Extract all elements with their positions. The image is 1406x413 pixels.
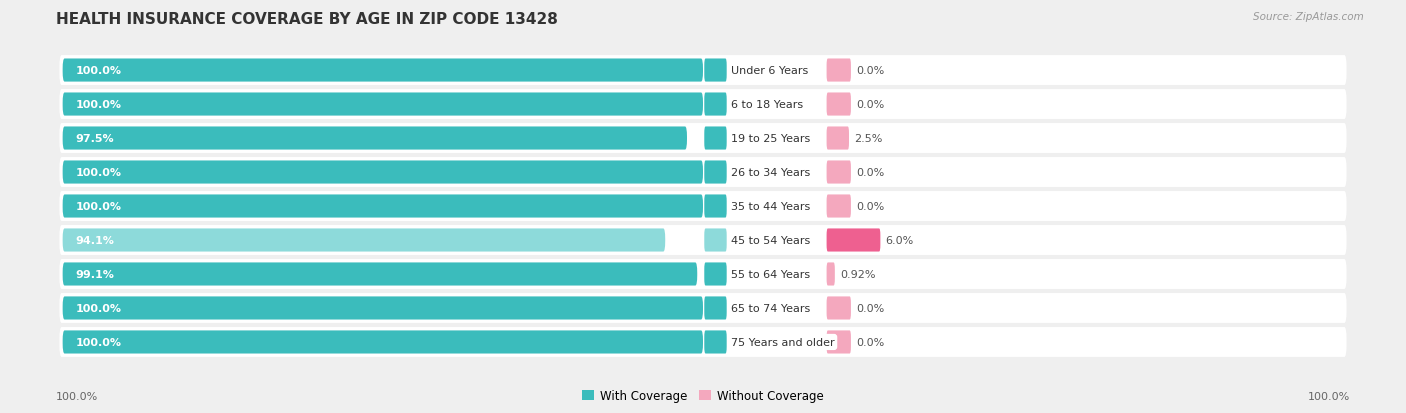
Text: Under 6 Years: Under 6 Years <box>731 66 808 76</box>
Text: 97.5%: 97.5% <box>76 134 114 144</box>
Text: 0.92%: 0.92% <box>839 269 876 279</box>
FancyBboxPatch shape <box>704 161 727 184</box>
Text: 2.5%: 2.5% <box>853 134 883 144</box>
FancyBboxPatch shape <box>704 297 727 320</box>
Text: 99.1%: 99.1% <box>76 269 114 279</box>
Text: 0.0%: 0.0% <box>856 337 884 347</box>
FancyBboxPatch shape <box>827 229 880 252</box>
FancyBboxPatch shape <box>827 161 851 184</box>
FancyBboxPatch shape <box>59 225 1347 255</box>
Text: 0.0%: 0.0% <box>856 202 884 211</box>
Text: 100.0%: 100.0% <box>76 303 121 313</box>
FancyBboxPatch shape <box>704 195 727 218</box>
Text: 0.0%: 0.0% <box>856 168 884 178</box>
FancyBboxPatch shape <box>827 297 851 320</box>
Text: Source: ZipAtlas.com: Source: ZipAtlas.com <box>1253 12 1364 22</box>
FancyBboxPatch shape <box>827 127 849 150</box>
FancyBboxPatch shape <box>63 297 703 320</box>
Text: 45 to 54 Years: 45 to 54 Years <box>731 235 810 245</box>
FancyBboxPatch shape <box>63 229 665 252</box>
Text: 100.0%: 100.0% <box>76 202 121 211</box>
FancyBboxPatch shape <box>704 93 727 116</box>
Text: 65 to 74 Years: 65 to 74 Years <box>731 303 810 313</box>
Text: 0.0%: 0.0% <box>856 303 884 313</box>
Text: 100.0%: 100.0% <box>76 337 121 347</box>
Text: 19 to 25 Years: 19 to 25 Years <box>731 134 810 144</box>
FancyBboxPatch shape <box>59 90 1347 120</box>
FancyBboxPatch shape <box>827 59 851 82</box>
FancyBboxPatch shape <box>63 59 703 82</box>
FancyBboxPatch shape <box>59 293 1347 323</box>
FancyBboxPatch shape <box>63 195 703 218</box>
FancyBboxPatch shape <box>827 93 851 116</box>
Text: 35 to 44 Years: 35 to 44 Years <box>731 202 810 211</box>
FancyBboxPatch shape <box>827 263 835 286</box>
Text: 55 to 64 Years: 55 to 64 Years <box>731 269 810 279</box>
FancyBboxPatch shape <box>63 127 688 150</box>
Text: 100.0%: 100.0% <box>76 100 121 110</box>
FancyBboxPatch shape <box>59 327 1347 357</box>
FancyBboxPatch shape <box>827 195 851 218</box>
Text: 26 to 34 Years: 26 to 34 Years <box>731 168 810 178</box>
FancyBboxPatch shape <box>63 331 703 354</box>
FancyBboxPatch shape <box>704 229 727 252</box>
Text: 100.0%: 100.0% <box>1308 391 1350 401</box>
FancyBboxPatch shape <box>63 263 697 286</box>
Text: 100.0%: 100.0% <box>76 66 121 76</box>
FancyBboxPatch shape <box>59 192 1347 221</box>
FancyBboxPatch shape <box>704 263 727 286</box>
Legend: With Coverage, Without Coverage: With Coverage, Without Coverage <box>578 385 828 407</box>
FancyBboxPatch shape <box>704 59 727 82</box>
Text: 6 to 18 Years: 6 to 18 Years <box>731 100 803 110</box>
FancyBboxPatch shape <box>704 127 727 150</box>
Text: 75 Years and older: 75 Years and older <box>731 337 834 347</box>
Text: 100.0%: 100.0% <box>76 168 121 178</box>
Text: 0.0%: 0.0% <box>856 66 884 76</box>
Text: 100.0%: 100.0% <box>56 391 98 401</box>
FancyBboxPatch shape <box>59 259 1347 289</box>
Text: 94.1%: 94.1% <box>76 235 114 245</box>
Text: HEALTH INSURANCE COVERAGE BY AGE IN ZIP CODE 13428: HEALTH INSURANCE COVERAGE BY AGE IN ZIP … <box>56 12 558 27</box>
FancyBboxPatch shape <box>63 93 703 116</box>
Text: 6.0%: 6.0% <box>886 235 914 245</box>
FancyBboxPatch shape <box>59 124 1347 154</box>
FancyBboxPatch shape <box>827 331 851 354</box>
FancyBboxPatch shape <box>59 56 1347 86</box>
FancyBboxPatch shape <box>63 161 703 184</box>
FancyBboxPatch shape <box>59 158 1347 188</box>
FancyBboxPatch shape <box>704 331 727 354</box>
Text: 0.0%: 0.0% <box>856 100 884 110</box>
